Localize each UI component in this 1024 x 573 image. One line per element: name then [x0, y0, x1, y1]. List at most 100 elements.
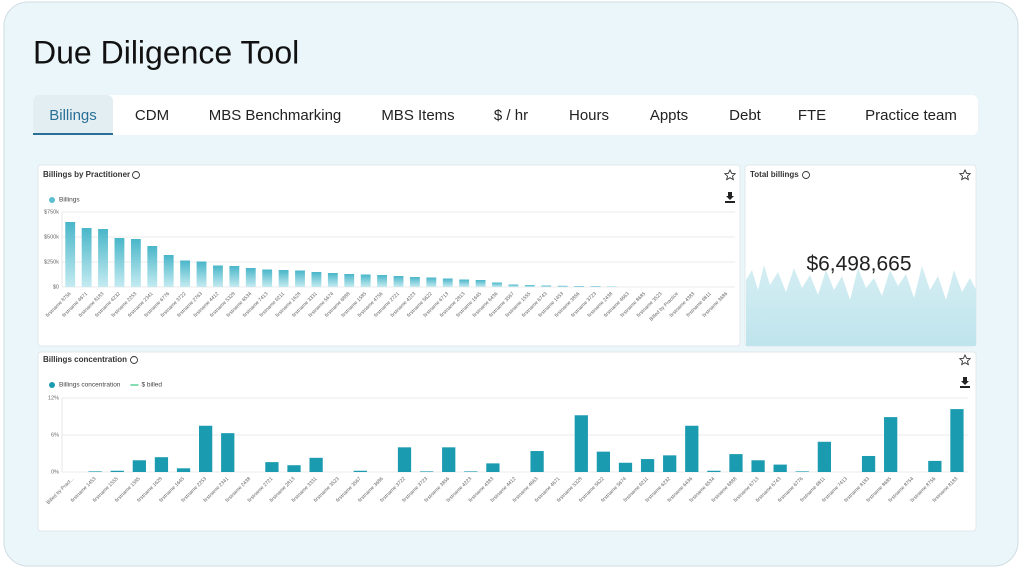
bar: [311, 272, 322, 287]
bar: [419, 471, 434, 472]
bar: [147, 246, 158, 287]
bar: [180, 260, 191, 287]
bar: [442, 447, 456, 472]
bar: [397, 447, 412, 472]
bar: [751, 460, 765, 472]
bar: [795, 471, 809, 472]
bar: [596, 451, 611, 472]
tab[interactable]: Billings: [49, 107, 97, 124]
bar: [327, 273, 338, 287]
panel: [37, 164, 741, 347]
bar: [309, 457, 323, 472]
bar: [377, 275, 388, 287]
y-tick-label: $250k: [44, 259, 59, 265]
sparkline-bg: [746, 265, 976, 346]
tab-underline: [33, 133, 113, 135]
bar: [618, 462, 633, 472]
bar: [574, 286, 584, 287]
page-title: Due Diligence Tool: [33, 34, 299, 70]
legend-swatch: [49, 197, 55, 203]
chart-title: Billings by Practitioner: [43, 170, 130, 179]
bar: [486, 463, 500, 472]
bar: [196, 261, 207, 287]
y-tick-label: $0: [53, 284, 59, 290]
legend-swatch: [49, 382, 55, 388]
bar: [262, 269, 273, 287]
bar: [221, 433, 235, 472]
tab[interactable]: CDM: [135, 107, 169, 124]
bar: [154, 457, 169, 472]
bar: [459, 279, 470, 287]
bar: [132, 460, 146, 472]
legend-label: Billings: [59, 197, 80, 204]
bar: [442, 278, 453, 287]
y-tick-label: $500k: [44, 234, 59, 240]
bar: [88, 471, 102, 472]
bar: [817, 441, 831, 472]
bar: [640, 459, 655, 472]
bar: [508, 284, 519, 287]
bar: [344, 274, 355, 287]
y-tick-label: 6%: [51, 432, 59, 438]
bar: [530, 451, 544, 472]
bar: [729, 454, 743, 472]
active-tab: [33, 95, 113, 135]
bar: [278, 270, 289, 287]
tab-bar: [33, 95, 978, 135]
bar: [199, 425, 213, 472]
bar: [393, 276, 404, 287]
tab[interactable]: $ / hr: [494, 107, 528, 124]
bar: [574, 415, 588, 472]
tab[interactable]: Appts: [650, 107, 688, 124]
tab[interactable]: MBS Items: [381, 107, 454, 124]
tab[interactable]: FTE: [798, 107, 826, 124]
y-tick-label: $750k: [44, 209, 59, 215]
y-tick-label: 0%: [51, 469, 59, 475]
bar: [213, 265, 223, 287]
y-tick-label: 12%: [48, 395, 59, 401]
bar: [950, 409, 964, 472]
bar: [245, 268, 256, 287]
bar: [114, 238, 125, 287]
bar: [464, 471, 478, 472]
bar: [229, 266, 240, 287]
bar: [928, 460, 942, 472]
total-value: $6,498,665: [806, 253, 911, 276]
panel-title: Total billings: [750, 170, 799, 179]
bar: [663, 455, 677, 472]
bar: [541, 285, 552, 287]
bar: [65, 222, 76, 287]
tab[interactable]: Hours: [569, 107, 609, 124]
bar: [475, 280, 486, 287]
bar: [295, 270, 305, 287]
bar: [707, 470, 721, 472]
tab[interactable]: Practice team: [865, 107, 957, 124]
bar: [773, 464, 787, 472]
bar: [176, 468, 191, 472]
tab[interactable]: Debt: [729, 107, 762, 124]
bar: [81, 228, 92, 287]
bar: [557, 285, 568, 287]
download-icons: [725, 192, 970, 388]
bar: [524, 285, 535, 287]
bar: [861, 455, 876, 472]
bar: [360, 274, 371, 287]
bar: [492, 282, 502, 287]
tab[interactable]: MBS Benchmarking: [209, 107, 342, 124]
bar: [884, 417, 898, 472]
bar: [287, 465, 301, 472]
bar: [606, 286, 617, 287]
bar: [409, 277, 420, 287]
bar: [265, 462, 279, 472]
icons: [130, 168, 972, 366]
chart-title: Billings concentration: [43, 355, 127, 364]
panel: [37, 351, 977, 532]
bar: [353, 470, 367, 472]
bar: [163, 255, 174, 287]
bar: [98, 229, 108, 287]
legend-label: $ billed: [141, 382, 162, 389]
bar: [426, 277, 437, 287]
bar: [590, 286, 601, 287]
bar: [110, 470, 124, 472]
